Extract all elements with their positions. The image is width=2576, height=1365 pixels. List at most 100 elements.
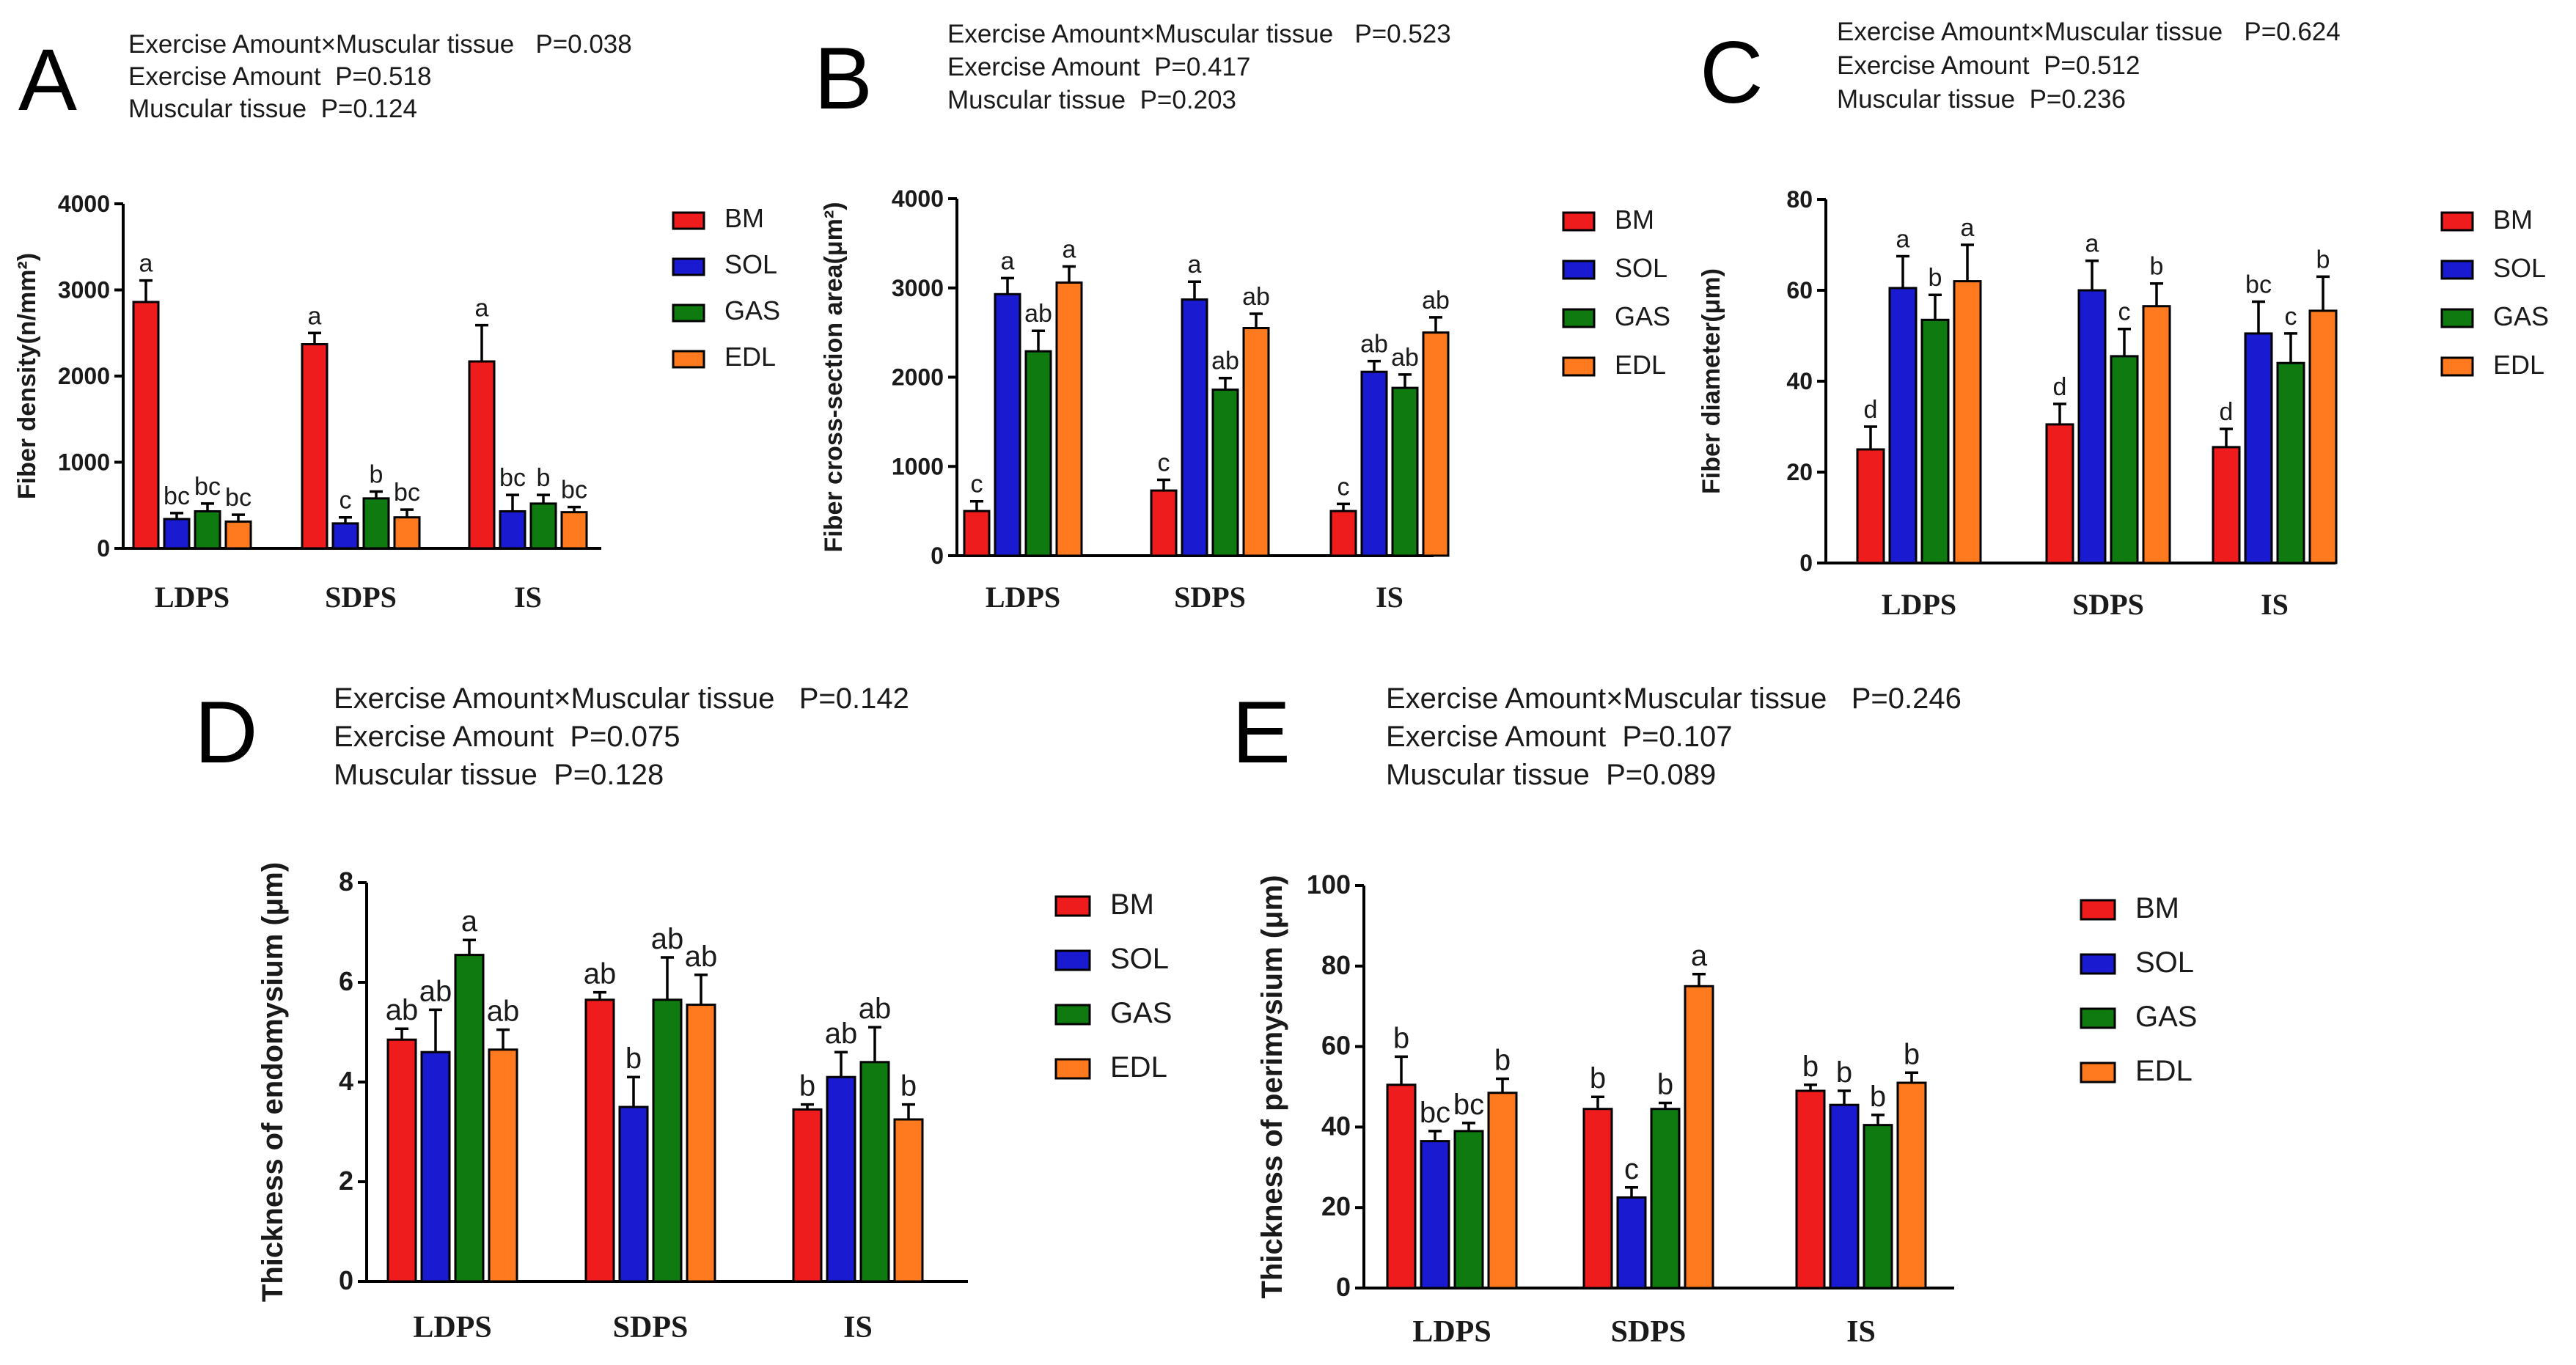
error-bar bbox=[1395, 1055, 1408, 1085]
bar-ldps-sol bbox=[994, 292, 1021, 557]
x-category-label: LDPS bbox=[1882, 588, 1956, 621]
legend-swatch-sol bbox=[672, 257, 705, 276]
bar-is-sol bbox=[1360, 370, 1388, 557]
error-bar bbox=[1063, 265, 1076, 283]
error-bar bbox=[868, 1026, 881, 1062]
significance-letter: b bbox=[1494, 1045, 1511, 1077]
error-bar bbox=[201, 502, 214, 512]
y-tick-label: 2000 bbox=[58, 363, 110, 389]
significance-letter: c bbox=[1158, 449, 1170, 477]
significance-letter: ab bbox=[386, 994, 419, 1026]
significance-letter: b bbox=[1836, 1056, 1852, 1089]
legend-label: SOL bbox=[2493, 253, 2546, 283]
significance-letter: c bbox=[971, 471, 983, 498]
significance-letter: b bbox=[1802, 1051, 1819, 1083]
significance-letter: b bbox=[537, 464, 551, 492]
significance-letter: d bbox=[1864, 396, 1878, 424]
significance-letter: ab bbox=[685, 941, 718, 973]
bar-is-gas bbox=[2276, 361, 2305, 564]
bar-ldps-sol bbox=[420, 1051, 451, 1283]
legend-label: BM bbox=[724, 203, 764, 233]
significance-letter: b bbox=[1904, 1038, 1920, 1070]
x-category-label: IS bbox=[514, 581, 542, 614]
error-bar bbox=[2316, 275, 2330, 311]
significance-letter: a bbox=[461, 905, 478, 938]
legend-swatch-edl bbox=[672, 350, 705, 369]
x-category-label: SDPS bbox=[325, 581, 397, 614]
error-bar bbox=[2284, 332, 2297, 364]
legend-swatch-edl bbox=[1562, 356, 1596, 377]
bar-is-gas bbox=[1391, 386, 1419, 557]
stat-line: Muscular tissue P=0.236 bbox=[1837, 85, 2126, 114]
significance-letter: a bbox=[308, 302, 322, 330]
legend-label: SOL bbox=[2135, 946, 2194, 979]
bar-sdps-bm bbox=[1582, 1108, 1613, 1289]
x-category-label: LDPS bbox=[155, 581, 230, 614]
error-bar bbox=[1368, 359, 1381, 372]
y-tick-label: 0 bbox=[97, 535, 110, 562]
y-tick-label: 8 bbox=[339, 867, 353, 897]
bar-sdps-gas bbox=[652, 998, 683, 1283]
bar-ldps-bm bbox=[132, 301, 160, 550]
y-tick-label: 60 bbox=[1786, 277, 1813, 303]
y-tick-label: 4000 bbox=[58, 191, 110, 217]
significance-letter: a bbox=[139, 250, 153, 278]
bar-ldps-edl bbox=[1487, 1092, 1518, 1289]
error-bar bbox=[2150, 282, 2163, 306]
significance-letter: d bbox=[2220, 398, 2234, 426]
legend-swatch-gas bbox=[2080, 1007, 2116, 1029]
significance-letter: ab bbox=[584, 958, 617, 990]
legend-label: BM bbox=[1615, 205, 1654, 235]
error-bar bbox=[496, 1028, 510, 1050]
bar-sdps-edl bbox=[686, 1004, 716, 1283]
error-bar bbox=[395, 1027, 408, 1040]
significance-letter: b bbox=[799, 1070, 815, 1103]
bar-ldps-bm bbox=[963, 509, 991, 557]
error-bar bbox=[1961, 243, 1974, 282]
error-bar bbox=[1032, 329, 1045, 352]
error-bar bbox=[1591, 1095, 1604, 1109]
legend-label: GAS bbox=[1615, 301, 1670, 331]
significance-letter: bc bbox=[499, 464, 526, 492]
panel-label: C bbox=[1700, 23, 1764, 122]
error-bar bbox=[1625, 1186, 1638, 1198]
legend-swatch-edl bbox=[1054, 1058, 1091, 1080]
error-bar bbox=[339, 515, 352, 523]
error-bar bbox=[902, 1103, 915, 1119]
y-tick-label: 60 bbox=[1321, 1031, 1351, 1061]
significance-letter: bc bbox=[194, 473, 221, 501]
bar-is-bm bbox=[1795, 1089, 1826, 1289]
error-bar bbox=[834, 1051, 848, 1078]
panel-label: E bbox=[1232, 683, 1291, 781]
panel-label: B bbox=[814, 29, 873, 128]
bar-is-edl bbox=[560, 511, 588, 550]
y-tick-label: 4 bbox=[339, 1066, 353, 1096]
y-tick-label: 100 bbox=[1307, 869, 1351, 899]
y-tick-label: 0 bbox=[1799, 550, 1813, 576]
error-bar bbox=[370, 490, 383, 498]
significance-letter: ab bbox=[859, 993, 892, 1025]
bar-sdps-sol bbox=[618, 1105, 649, 1283]
y-tick-label: 0 bbox=[931, 542, 944, 569]
error-bar bbox=[1219, 376, 1232, 390]
y-tick-label: 40 bbox=[1786, 368, 1813, 394]
error-bar bbox=[593, 990, 606, 1000]
significance-letter: ab bbox=[651, 923, 684, 955]
y-axis-label: Fiber cross-section area(μm²) bbox=[820, 202, 848, 552]
significance-letter: ab bbox=[1422, 287, 1450, 314]
significance-letter: ab bbox=[487, 996, 520, 1028]
error-bar bbox=[400, 508, 414, 518]
y-tick-label: 20 bbox=[1321, 1191, 1351, 1221]
legend-swatch-gas bbox=[2440, 308, 2474, 328]
x-category-label: SDPS bbox=[1174, 581, 1246, 614]
significance-letter: b bbox=[1393, 1022, 1409, 1054]
significance-letter: bc bbox=[2245, 271, 2272, 299]
error-bar bbox=[1838, 1089, 1851, 1105]
legend-label: GAS bbox=[1110, 997, 1172, 1029]
significance-letter: ab bbox=[1211, 347, 1239, 375]
bar-ldps-bm bbox=[386, 1038, 417, 1283]
significance-letter: c bbox=[1337, 473, 1350, 501]
legend-label: GAS bbox=[2493, 301, 2549, 331]
error-bar bbox=[1250, 312, 1263, 328]
bar-sdps-bm bbox=[584, 998, 615, 1283]
